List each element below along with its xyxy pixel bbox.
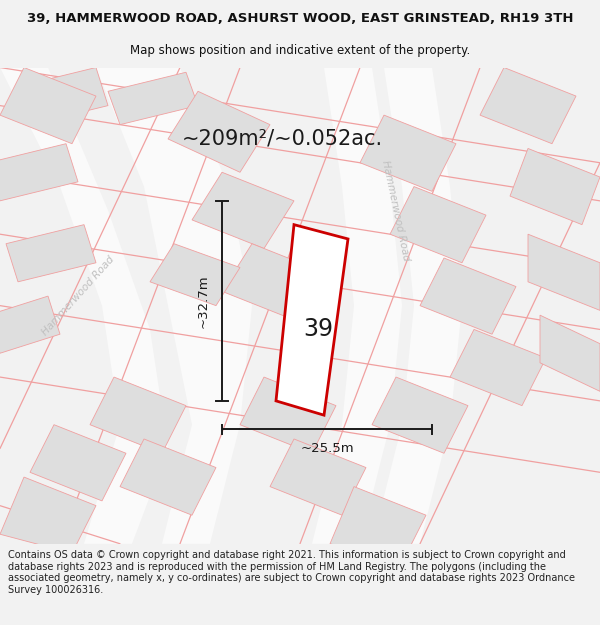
Polygon shape [90, 377, 186, 453]
Polygon shape [222, 244, 324, 320]
Text: Hammerwood Road: Hammerwood Road [380, 159, 412, 262]
Polygon shape [0, 144, 78, 201]
Polygon shape [276, 224, 348, 415]
Polygon shape [372, 377, 468, 453]
Polygon shape [0, 296, 60, 353]
Text: Map shows position and indicative extent of the property.: Map shows position and indicative extent… [130, 44, 470, 57]
Polygon shape [540, 315, 600, 391]
Text: Contains OS data © Crown copyright and database right 2021. This information is : Contains OS data © Crown copyright and d… [8, 550, 575, 595]
Polygon shape [108, 72, 198, 124]
Text: ~209m²/~0.052ac.: ~209m²/~0.052ac. [181, 129, 383, 149]
Polygon shape [0, 477, 96, 553]
Polygon shape [480, 68, 576, 144]
Polygon shape [450, 329, 546, 406]
Polygon shape [168, 91, 270, 172]
Polygon shape [330, 487, 426, 562]
Polygon shape [150, 244, 240, 306]
Polygon shape [420, 258, 516, 334]
Text: 39: 39 [303, 318, 333, 341]
Polygon shape [6, 224, 96, 282]
Polygon shape [120, 439, 216, 515]
Polygon shape [0, 68, 168, 544]
Polygon shape [372, 68, 462, 544]
Text: ~25.5m: ~25.5m [300, 442, 354, 455]
Polygon shape [96, 68, 252, 544]
Polygon shape [192, 173, 294, 249]
Text: Hammerwood Road: Hammerwood Road [40, 254, 116, 338]
Polygon shape [390, 186, 486, 262]
Polygon shape [30, 425, 126, 501]
Polygon shape [270, 439, 366, 515]
Polygon shape [240, 377, 336, 453]
Polygon shape [510, 149, 600, 224]
Polygon shape [0, 68, 96, 144]
Text: 39, HAMMERWOOD ROAD, ASHURST WOOD, EAST GRINSTEAD, RH19 3TH: 39, HAMMERWOOD ROAD, ASHURST WOOD, EAST … [27, 12, 573, 25]
Polygon shape [360, 115, 456, 191]
Polygon shape [18, 68, 108, 124]
Text: ~32.7m: ~32.7m [196, 274, 209, 328]
Polygon shape [312, 68, 402, 544]
Polygon shape [528, 234, 600, 311]
